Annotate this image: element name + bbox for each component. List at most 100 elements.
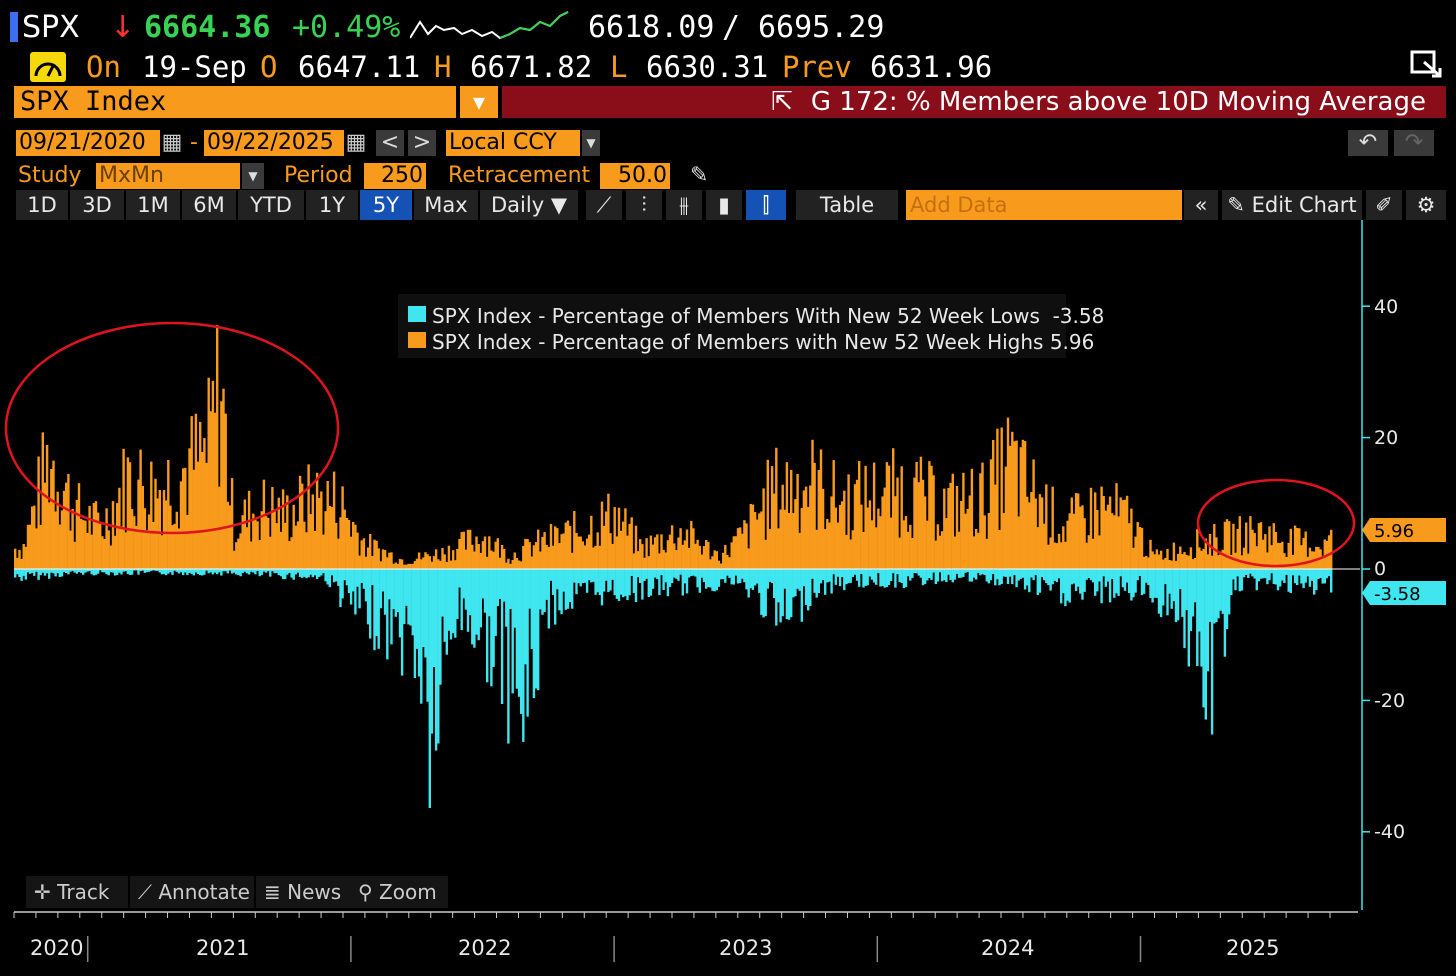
line-chart-icon[interactable]: ⟋	[586, 190, 622, 220]
ohlc-chart-icon[interactable]: ⫵	[666, 190, 702, 220]
highs-bar	[358, 555, 361, 569]
range-6m-button[interactable]: 6M	[182, 190, 236, 220]
range-ytd-button[interactable]: YTD	[238, 190, 304, 220]
lows-bar	[668, 569, 672, 587]
news-button[interactable]: ≣ News	[256, 876, 352, 908]
end-calendar-icon[interactable]: ▦	[344, 130, 368, 156]
highs-bar	[1259, 522, 1263, 569]
lows-bar	[509, 569, 512, 609]
lows-bar	[454, 569, 457, 638]
highs-bar	[860, 504, 863, 569]
highs-bar	[724, 545, 727, 569]
lows-bar	[1262, 569, 1265, 579]
highs-bar	[90, 534, 93, 569]
collapse-icon[interactable]: «	[1184, 190, 1218, 220]
next-period-button[interactable]: >	[408, 130, 436, 156]
start-date-input[interactable]: 09/21/2020	[16, 130, 160, 156]
range-max-button[interactable]: Max	[414, 190, 478, 220]
study-select[interactable]: MxMn	[96, 163, 240, 189]
highs-bar	[1221, 549, 1224, 569]
period-input[interactable]: 250	[364, 163, 426, 189]
retracement-input[interactable]: 50.0	[600, 163, 670, 189]
range-1d-button[interactable]: 1D	[16, 190, 68, 220]
chart-settings-icon[interactable]: ✐	[1366, 190, 1402, 220]
lows-bar	[413, 569, 417, 678]
lows-bar	[379, 569, 383, 609]
highs-bar	[220, 401, 223, 569]
highs-bar	[658, 553, 661, 569]
lows-bar	[598, 569, 602, 595]
annotate-button[interactable]: ⟋ Annotate	[130, 876, 254, 908]
range-1y-button[interactable]: 1Y	[306, 190, 358, 220]
edit-chart-button[interactable]: ✎ Edit Chart	[1222, 190, 1362, 220]
highs-bar	[256, 521, 259, 569]
bar-chart-icon[interactable]: ⫶	[626, 190, 662, 220]
highs-bar	[551, 545, 555, 569]
highs-bar	[1072, 513, 1076, 569]
highs-bar	[245, 527, 249, 569]
lows-bar	[443, 569, 446, 642]
highs-bar	[849, 539, 852, 569]
down-arrow-icon: ↓	[110, 10, 136, 45]
security-dropdown-icon[interactable]: ▼	[460, 86, 498, 118]
lows-bar	[390, 569, 393, 645]
redo-button[interactable]: ↷	[1394, 130, 1434, 156]
highs-bar	[834, 507, 837, 569]
highs-bar	[651, 544, 655, 569]
start-calendar-icon[interactable]: ▦	[160, 130, 184, 156]
chart-plot[interactable]: 5.96 -3.58	[0, 220, 1456, 976]
highs-bar	[579, 536, 582, 569]
range-1m-button[interactable]: 1M	[126, 190, 180, 220]
study-dropdown-icon[interactable]: ▼	[242, 163, 264, 189]
highs-bar	[770, 466, 774, 569]
range-5y-button[interactable]: 5Y	[360, 190, 412, 220]
zoom-button[interactable]: ⚲ Zoom	[350, 876, 448, 908]
highs-bar	[802, 490, 806, 569]
lows-bar	[953, 569, 957, 580]
lows-bar	[1002, 569, 1005, 577]
lows-bar	[1283, 569, 1286, 583]
function-title: G 172: % Members above 10D Moving Averag…	[810, 87, 1426, 117]
lows-bar	[575, 569, 578, 595]
track-button[interactable]: ✛ Track	[26, 876, 128, 908]
lows-bar	[977, 569, 980, 573]
highs-bar	[745, 523, 748, 569]
highs-bar	[783, 509, 786, 569]
frequency-select[interactable]: Daily ▼	[480, 190, 578, 220]
highs-bar	[687, 547, 691, 569]
end-date-input[interactable]: 09/22/2025	[204, 130, 344, 156]
currency-dropdown-icon[interactable]: ▼	[582, 130, 600, 156]
highs-bar	[1302, 538, 1305, 569]
highs-bar	[928, 461, 931, 569]
undo-button[interactable]: ↶	[1348, 130, 1388, 156]
highs-bar	[260, 511, 263, 569]
lows-bar	[1164, 569, 1167, 585]
range-3d-button[interactable]: 3D	[70, 190, 124, 220]
lows-bar	[651, 569, 655, 589]
lows-bar	[1236, 569, 1239, 577]
highs-bar	[681, 544, 684, 569]
lows-bar	[1179, 569, 1182, 589]
lows-bar	[707, 569, 710, 588]
lows-bar	[632, 569, 636, 593]
prev-period-button[interactable]: <	[376, 130, 404, 156]
mountain-chart-icon[interactable]: ⫿	[746, 190, 786, 220]
lows-bar	[1200, 569, 1203, 667]
pencil-icon[interactable]: ✎	[690, 163, 709, 188]
add-data-input[interactable]: Add Data	[906, 190, 1182, 220]
popout-icon[interactable]	[1410, 48, 1444, 80]
currency-select[interactable]: Local CCY	[446, 130, 580, 156]
lows-bar	[904, 569, 908, 588]
lows-bar	[1285, 569, 1288, 575]
table-button[interactable]: Table	[796, 190, 898, 220]
security-input[interactable]: SPX Index	[14, 86, 456, 118]
candle-chart-icon[interactable]: ▮	[706, 190, 742, 220]
ticker[interactable]: SPX	[22, 10, 80, 45]
external-link-icon[interactable]: ⇱	[771, 87, 793, 117]
highs-bar	[33, 505, 36, 569]
highs-bar	[617, 507, 621, 569]
lows-bar	[705, 569, 708, 589]
gear-icon[interactable]: ⚙	[1406, 190, 1446, 220]
highs-bar	[662, 549, 665, 569]
highs-bar	[275, 523, 278, 569]
